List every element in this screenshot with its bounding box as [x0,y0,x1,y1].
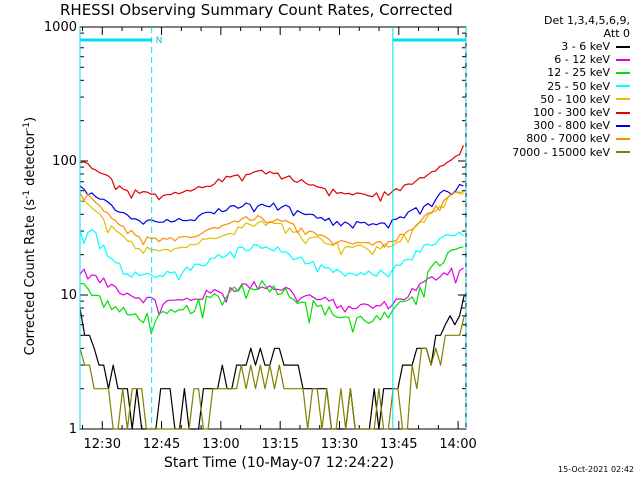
legend-label: 100 - 300 keV [533,106,610,120]
legend-item: 300 - 800 keV [482,119,630,132]
night-label: N [156,36,163,46]
y-tick-label: 1000 [44,20,77,35]
legend-swatch [616,58,630,61]
legend-item: 50 - 100 keV [482,93,630,106]
series-12-25-kev [79,246,464,335]
legend-swatch [616,111,630,114]
series-6-12-kev [79,267,464,316]
legend: 3 - 6 keV 6 - 12 keV 12 - 25 keV 25 - 50 ke… [482,40,630,159]
plot-frame [79,26,467,430]
legend-swatch [616,45,630,48]
y-tick-label: 100 [52,154,77,169]
legend-item: 25 - 50 keV [482,80,630,93]
series-3-6-kev [79,294,465,430]
legend-item: 6 - 12 keV [482,53,630,66]
series-50-100-kev [79,190,464,256]
y-tick-label: 1 [69,422,77,437]
legend-swatch [616,124,630,127]
legend-swatch [616,98,630,101]
y-tick-label: 10 [60,288,77,303]
x-tick-label: 13:15 [261,437,298,452]
legend-label: 50 - 100 keV [540,92,610,106]
series-300-800-kev [79,183,464,229]
x-tick-label: 12:30 [84,437,121,452]
legend-header-line-2: Att 0 [603,27,630,40]
series-800-7000-kev [79,191,464,248]
legend-label: 12 - 25 keV [547,66,610,80]
series-7000-15000-kev [79,315,465,430]
x-tick-label: 14:00 [439,437,476,452]
legend-swatch [616,85,630,88]
legend-swatch [616,137,630,140]
legend-item: 3 - 6 keV [482,40,630,53]
legend-header-line-1: Det 1,3,4,5,6,9, [543,14,630,27]
legend-item: 100 - 300 keV [482,106,630,119]
legend-swatch [616,71,630,74]
x-tick-label: 13:45 [380,437,417,452]
legend-label: 3 - 6 keV [561,40,610,54]
timestamp: 15-Oct-2021 02:42 [558,465,634,474]
x-axis-label: Start Time (10-May-07 12:24:22) [164,455,395,471]
legend-label: 300 - 800 keV [533,119,610,133]
x-tick-label: 13:30 [321,437,358,452]
legend-label: 800 - 7000 keV [526,132,610,146]
legend-label: 6 - 12 keV [554,53,610,67]
series-25-50-kev [79,229,464,281]
series-100-300-kev [79,145,465,202]
legend-label: 25 - 50 keV [547,79,610,93]
legend-label: 7000 - 15000 keV [512,145,610,159]
chart-title: RHESSI Observing Summary Count Rates, Co… [60,1,453,19]
legend-item: 800 - 7000 keV [482,132,630,145]
y-axis-label: Corrected Count Rate (s-1 detector-1) [21,116,39,356]
legend-swatch [616,151,630,154]
x-tick-label: 12:45 [143,437,180,452]
legend-item: 12 - 25 keV [482,66,630,79]
x-tick-label: 13:00 [202,437,239,452]
legend-item: 7000 - 15000 keV [482,146,630,159]
